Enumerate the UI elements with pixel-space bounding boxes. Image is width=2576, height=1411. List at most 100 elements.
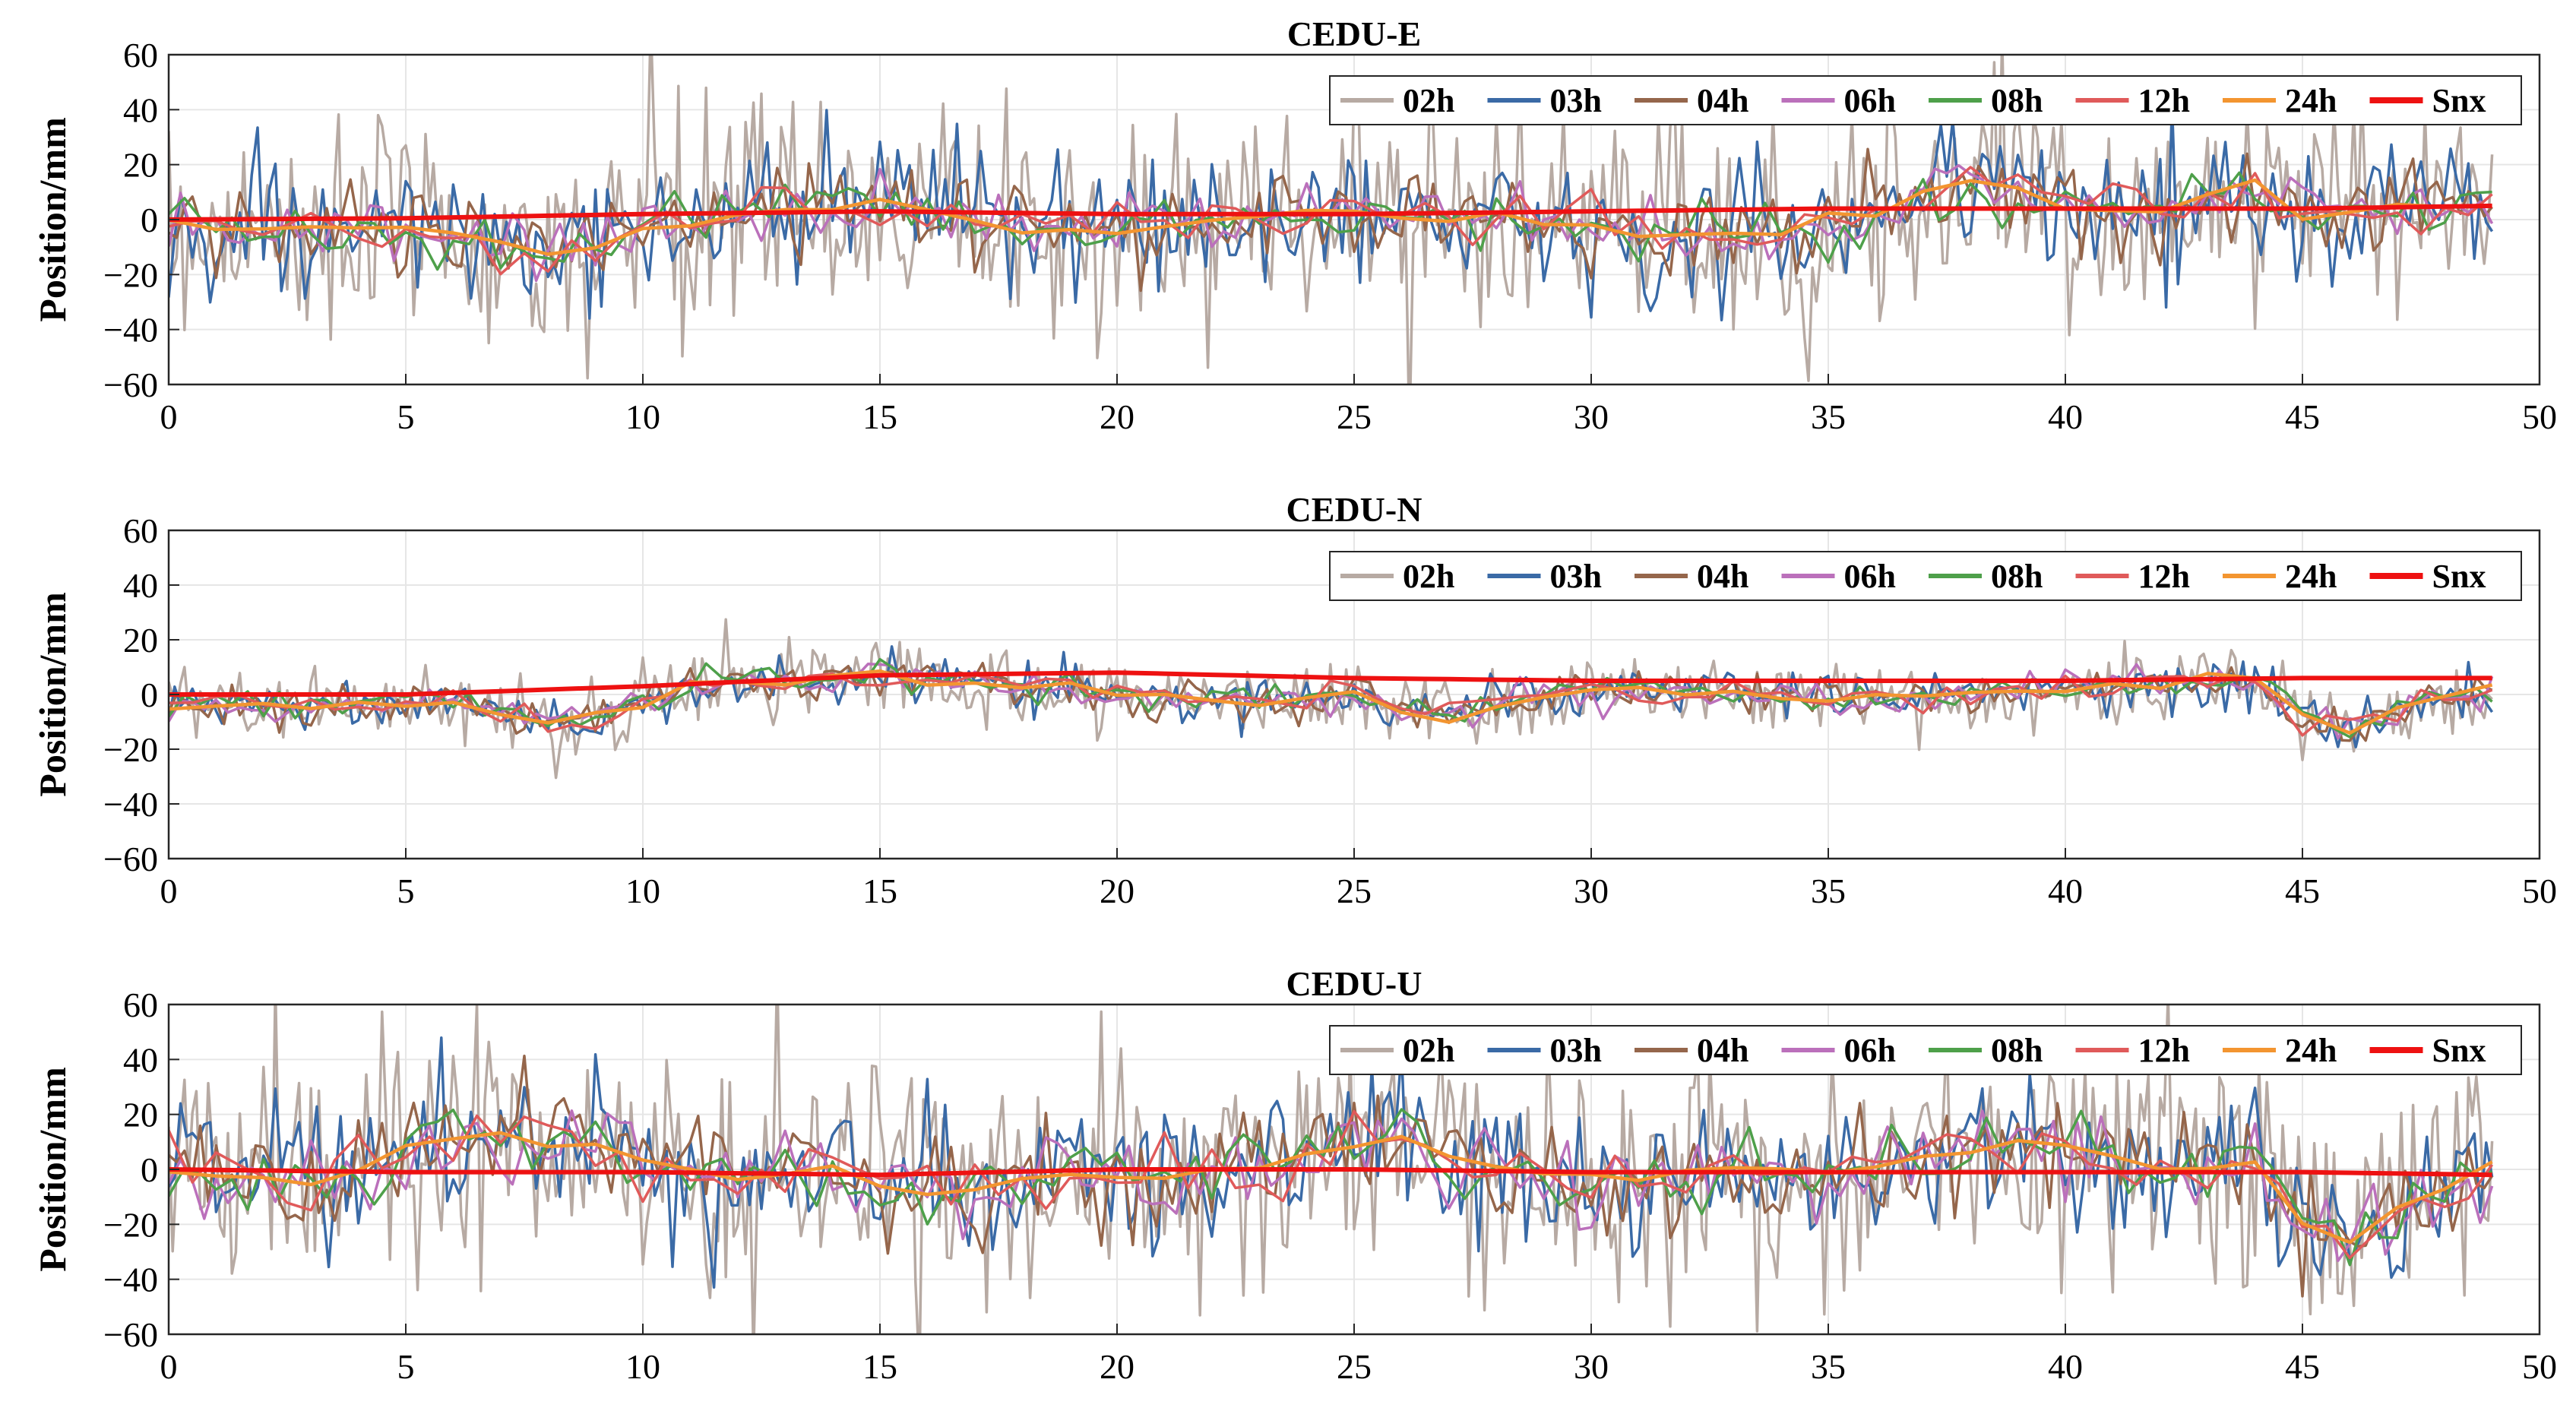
y-tick-label: −20: [103, 255, 158, 294]
series-group: [169, 1004, 2494, 1334]
legend-label-08h: 08h: [1991, 558, 2043, 595]
x-tick-label: 15: [862, 872, 897, 910]
y-tick-label: −20: [103, 730, 158, 769]
y-tick-label: 0: [141, 201, 158, 239]
chart-title: CEDU-N: [1286, 490, 1422, 529]
x-tick-label: 0: [160, 872, 178, 910]
y-axis-label: Position/mm: [31, 1067, 74, 1271]
x-tick-label: 45: [2285, 1347, 2320, 1386]
y-tick-label: 60: [123, 511, 158, 550]
x-tick-label: 30: [1574, 872, 1609, 910]
series-group: [169, 618, 2494, 780]
y-axis-label: Position/mm: [31, 117, 74, 321]
x-tick-label: 10: [625, 397, 660, 436]
legend-label-24h: 24h: [2285, 558, 2337, 595]
series-line-03h: [169, 645, 2494, 748]
legend-label-Snx: Snx: [2432, 82, 2486, 119]
legend-label-03h: 03h: [1550, 558, 1602, 595]
x-tick-label: 45: [2285, 872, 2320, 910]
y-tick-label: 20: [123, 146, 158, 185]
x-tick-label: 20: [1100, 397, 1135, 436]
x-tick-label: 50: [2522, 397, 2557, 436]
x-tick-label: 20: [1100, 872, 1135, 910]
series-line-03h: [169, 1036, 2494, 1289]
x-tick-label: 35: [1811, 1347, 1846, 1386]
y-tick-label: −40: [103, 311, 158, 350]
series-line-Snx: [169, 1167, 2492, 1178]
x-tick-label: 5: [397, 872, 415, 910]
series-line-24h: [169, 1131, 2493, 1245]
chart-panel-2: 0 5 10 15 20 25 30 35 40 45 50 60 40 20 0 −20 −40 −60 CEDU…: [31, 490, 2557, 910]
x-tick-label: 10: [625, 1347, 660, 1386]
legend: 02h 03h 04h 06h 08h 12h 24h Snx: [1329, 75, 2522, 125]
y-tick-label: 40: [123, 566, 158, 605]
x-tick-label: 30: [1574, 397, 1609, 436]
x-tick-label: 45: [2285, 397, 2320, 436]
legend-label-24h: 24h: [2285, 1032, 2337, 1069]
x-tick-label: 25: [1337, 872, 1372, 910]
series-line-12h: [169, 166, 2493, 276]
x-tick-label: 35: [1811, 397, 1846, 436]
chart-panel-3: 0 5 10 15 20 25 30 35 40 45 50 60 40 20 0 −20 −40 −60 CEDU…: [31, 964, 2557, 1386]
x-tick-label: 25: [1337, 397, 1372, 436]
y-tick-label: 20: [123, 621, 158, 660]
y-tick-label: 40: [123, 1040, 158, 1079]
x-tick-label: 40: [2048, 397, 2083, 436]
y-tick-label: 20: [123, 1096, 158, 1134]
x-tick-label: 40: [2048, 872, 2083, 910]
legend: 02h 03h 04h 06h 08h 12h 24h Snx: [1329, 1025, 2522, 1075]
y-tick-label: −40: [103, 785, 158, 824]
legend-label-Snx: Snx: [2432, 1032, 2486, 1069]
series-line-08h: [169, 1108, 2493, 1267]
legend-label-12h: 12h: [2138, 558, 2190, 595]
y-tick-label: 60: [123, 985, 158, 1024]
x-tick-label: 25: [1337, 1347, 1372, 1386]
legend-label-08h: 08h: [1991, 1032, 2043, 1069]
y-tick-label: 40: [123, 90, 158, 129]
legend: 02h 03h 04h 06h 08h 12h 24h Snx: [1329, 551, 2522, 601]
x-tick-label: 5: [397, 397, 415, 436]
series-line-12h: [169, 1109, 2494, 1260]
chart-title: CEDU-U: [1286, 964, 1422, 1003]
x-tick-label: 15: [862, 1347, 897, 1386]
y-tick-label: −40: [103, 1261, 158, 1299]
legend-label-06h: 06h: [1844, 82, 1896, 119]
y-tick-label: −20: [103, 1205, 158, 1244]
legend-label-12h: 12h: [2138, 82, 2190, 119]
y-tick-label: 60: [123, 36, 158, 74]
series-line-Snx: [169, 203, 2492, 222]
x-tick-label: 40: [2048, 1347, 2083, 1386]
series-line-24h: [169, 669, 2493, 735]
series-line-Snx: [169, 670, 2492, 697]
legend-label-02h: 02h: [1403, 1032, 1454, 1069]
y-tick-label: −60: [103, 840, 158, 878]
legend-label-06h: 06h: [1844, 558, 1896, 595]
chart-title: CEDU-E: [1287, 14, 1421, 53]
legend-label-24h: 24h: [2285, 82, 2337, 119]
legend-label-03h: 03h: [1550, 1032, 1602, 1069]
y-axis-label: Position/mm: [31, 592, 74, 796]
legend-label-02h: 02h: [1403, 82, 1454, 119]
x-tick-label: 5: [397, 1347, 415, 1386]
legend-label-12h: 12h: [2138, 1032, 2190, 1069]
y-tick-label: 0: [141, 1150, 158, 1189]
legend-label-Snx: Snx: [2432, 558, 2486, 595]
legend-label-04h: 04h: [1697, 82, 1748, 119]
y-tick-label: −60: [103, 365, 158, 404]
x-tick-label: 0: [160, 1347, 178, 1386]
legend-label-04h: 04h: [1697, 558, 1748, 595]
legend-label-08h: 08h: [1991, 82, 2043, 119]
series-line-06h: [169, 1109, 2494, 1263]
x-tick-label: 10: [625, 872, 660, 910]
y-tick-label: −60: [103, 1315, 158, 1354]
chart-panel-1: 0 5 10 15 20 25 30 35 40 45 50 60 40 20 0 −20 −40 −60 CEDU…: [31, 14, 2557, 436]
x-tick-label: 35: [1811, 872, 1846, 910]
y-tick-label: 0: [141, 675, 158, 714]
x-tick-label: 15: [862, 397, 897, 436]
legend-label-06h: 06h: [1844, 1032, 1896, 1069]
x-tick-label: 20: [1100, 1347, 1135, 1386]
legend-label-04h: 04h: [1697, 1032, 1748, 1069]
x-tick-label: 50: [2522, 872, 2557, 910]
x-tick-label: 0: [160, 397, 178, 436]
